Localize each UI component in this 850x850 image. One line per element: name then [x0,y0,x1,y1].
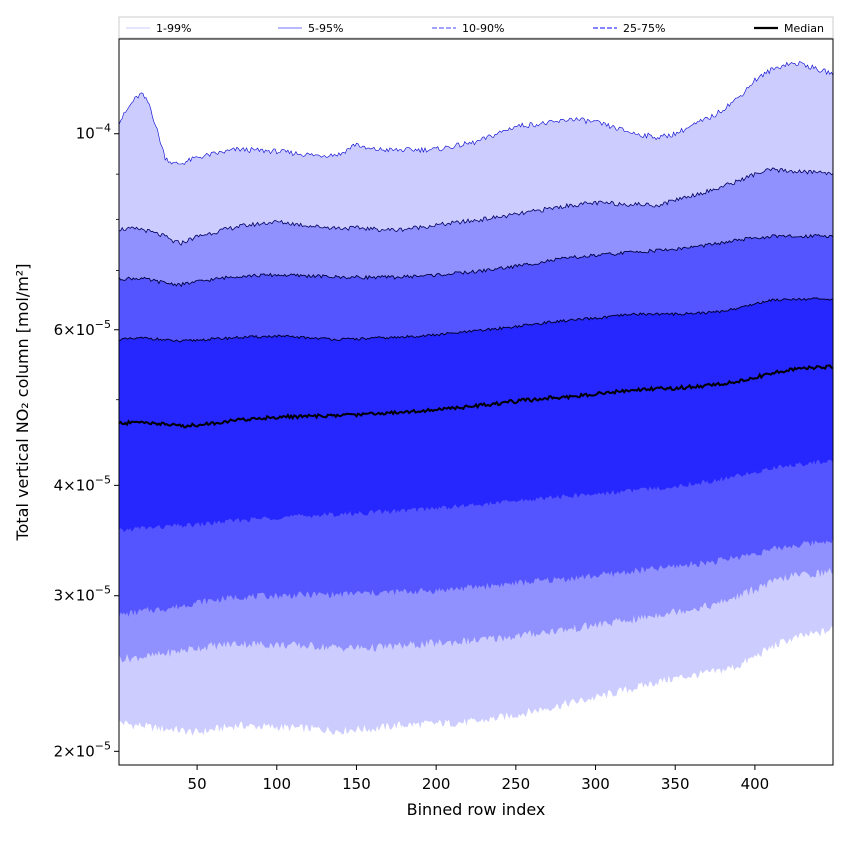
x-tick-label: 350 [661,775,690,793]
line-99 [118,61,834,165]
legend-label: 5-95% [308,22,343,35]
lines-group [118,61,834,429]
y-tick-label: 2×10−5 [54,739,111,760]
line-95 [118,167,834,246]
x-tick-label: 150 [342,775,371,793]
x-tick-label: 200 [422,775,451,793]
x-axis: 50 100 150 200 250 300 350 400 [188,765,770,793]
x-tick-label: 250 [502,775,531,793]
x-tick-label: 300 [581,775,610,793]
legend-label: 1-99% [156,22,191,35]
legend-label: 10-90% [462,22,504,35]
band-25-75 [119,297,833,532]
y-axis: 2×10−5 3×10−5 4×10−5 6×10−5 10−4 [54,122,119,760]
y-tick-label: 3×10−5 [54,584,111,605]
line-75 [118,297,834,343]
y-tick-label: 10−4 [76,122,111,143]
y-axis-label: Total vertical NO₂ column [mol/m²] [13,264,32,542]
bands-group [119,61,833,736]
y-tick-label: 6×10−5 [54,318,111,339]
legend: 1-99% 5-95% 10-90% 25-75% Median [118,16,834,39]
median-line [118,364,834,429]
legend-label: Median [784,22,824,35]
x-axis-label: Binned row index [407,800,546,819]
y-tick-label: 4×10−5 [54,473,111,494]
x-tick-label: 50 [188,775,207,793]
x-tick-label: 100 [262,775,291,793]
legend-label: 25-75% [623,22,665,35]
plot-frame [118,38,834,766]
x-tick-label: 400 [741,775,770,793]
line-90 [118,233,834,288]
legend-box [118,16,834,39]
